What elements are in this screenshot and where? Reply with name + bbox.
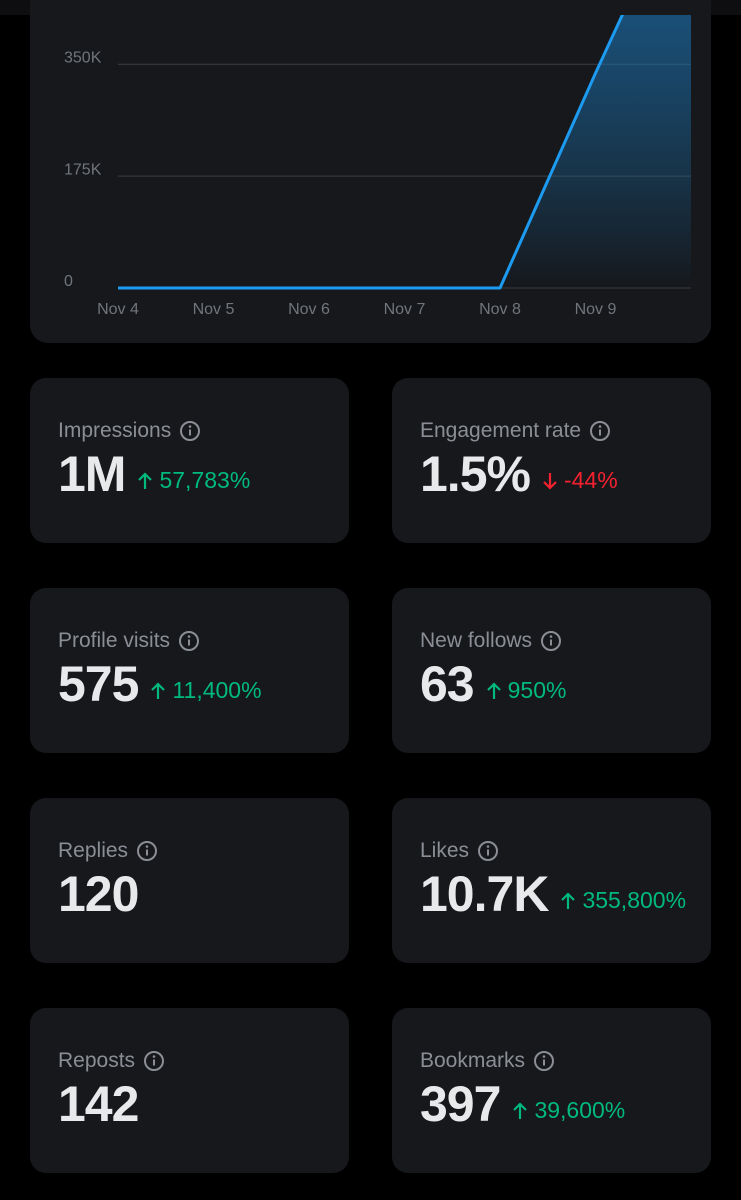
info-icon[interactable] [477,840,499,862]
metric-value: 575 [58,655,139,712]
metric-change-text: 11,400% [172,677,262,703]
series [118,15,691,290]
info-icon[interactable] [179,420,201,442]
metric-label-row: New follows [420,629,691,653]
metric-label: Profile visits [58,628,171,652]
info-icon[interactable] [178,630,200,652]
trend-arrow [486,681,501,699]
metric-label-row: Profile visits [58,629,329,653]
metric-value: 10.7K [420,865,549,922]
trend-arrow [543,472,557,490]
metric-label-row: Likes [420,839,691,863]
metric-value-row: 142 [58,1075,329,1133]
metric-card: Profile visits 575 11,400% [30,588,349,753]
x-tick-label: Nov 9 [575,301,617,318]
metric-label: Replies [58,838,129,862]
metric-change-text: -44% [563,467,618,493]
trend-arrow [138,471,153,489]
metric-label-row: Bookmarks [420,1049,691,1073]
metric-change: 39,600% [512,1097,625,1124]
metric-value-row: 63 950% [420,655,691,713]
metric-label-row: Reposts [58,1049,329,1073]
area [118,15,691,288]
metric-value-row: 1.5% -44% [420,445,691,503]
info-icon[interactable] [136,840,158,862]
metric-change: 950% [486,677,567,704]
info-icon[interactable] [589,420,611,442]
y-tick-label: 0 [64,273,73,290]
line [118,15,624,290]
info-icon[interactable] [533,1050,555,1072]
info-icon[interactable] [143,1050,165,1072]
metric-change: 355,800% [560,887,686,914]
metric-card: Replies 120 [30,798,349,963]
metric-value-row: 1M 57,783% [58,445,329,503]
x-tick-label: Nov 4 [97,301,139,318]
metric-card: Reposts 142 [30,1008,349,1173]
metric-value-row: 397 39,600% [420,1075,691,1133]
y-tick-label: 175K [64,161,102,178]
metric-label: Engagement rate [420,418,582,442]
metric-label: Reposts [58,1048,136,1072]
metric-label-row: Engagement rate [420,419,691,443]
metric-card: Impressions 1M 57,783% [30,378,349,543]
metric-label: New follows [420,628,533,652]
metric-change-text: 39,600% [534,1097,626,1123]
metric-label-row: Replies [58,839,329,863]
metric-value: 120 [58,865,139,922]
x-tick-label: Nov 8 [479,301,521,318]
x-tick-label: Nov 7 [384,301,426,318]
metric-value-row: 10.7K 355,800% [420,865,691,923]
chart: 0 175K 350K Nov 4 Nov 5 Nov 6 Nov 7 Nov 8 Nov 9 [64,15,691,318]
metric-label-row: Impressions [58,419,329,443]
metric-label: Bookmarks [420,1048,526,1072]
metric-value-row: 120 [58,865,329,923]
metric-value: 397 [420,1075,501,1132]
metric-value: 142 [58,1075,139,1132]
y-tick-label: 350K [64,49,102,66]
metric-change: 11,400% [150,677,262,704]
x-tick-label: Nov 6 [288,301,330,318]
chart-card: 0 175K 350K Nov 4 Nov 5 Nov 6 Nov 7 Nov 8 Nov 9 [30,0,711,343]
metric-change-text: 950% [507,677,567,703]
metric-change-text: 57,783% [159,467,251,493]
metric-value: 1M [58,445,126,502]
x-tick-label: Nov 5 [193,301,235,318]
metric-card: Likes 10.7K 355,800% [392,798,711,963]
metric-card: New follows 63 950% [392,588,711,753]
metric-value: 63 [420,655,475,712]
metric-value-row: 575 11,400% [58,655,329,713]
metric-change: 57,783% [137,467,250,494]
metric-label: Likes [420,838,470,862]
trend-arrow [561,891,576,909]
info-icon[interactable] [540,630,562,652]
metric-label: Impressions [58,418,172,442]
trend-arrow [513,1101,528,1119]
metric-card: Engagement rate 1.5% -44% [392,378,711,543]
metric-change: -44% [542,467,618,494]
metric-value: 1.5% [420,445,531,502]
metric-card: Bookmarks 397 39,600% [392,1008,711,1173]
trend-arrow [151,681,166,699]
metric-change-text: 355,800% [582,887,687,913]
